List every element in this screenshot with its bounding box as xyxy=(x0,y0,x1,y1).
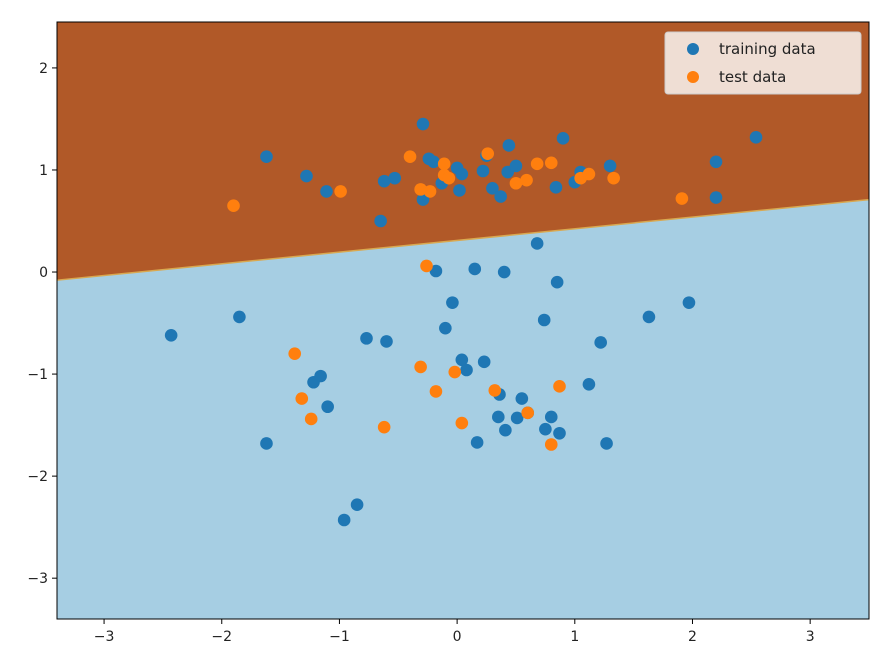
training-point xyxy=(600,437,613,450)
test-point xyxy=(227,199,240,212)
legend-marker-test xyxy=(687,71,699,83)
legend: training data test data xyxy=(665,32,861,94)
test-point xyxy=(448,366,461,379)
test-point xyxy=(607,172,620,185)
test-point xyxy=(404,150,417,163)
test-point xyxy=(531,158,544,171)
training-point xyxy=(510,160,523,173)
training-point xyxy=(300,170,313,183)
training-point xyxy=(494,190,507,203)
test-point xyxy=(488,384,501,397)
training-point xyxy=(594,336,607,349)
training-point xyxy=(643,311,656,324)
test-point xyxy=(520,174,533,187)
training-point xyxy=(503,139,516,152)
x-tick-label: 3 xyxy=(806,629,815,645)
training-point xyxy=(380,335,393,348)
training-point xyxy=(551,276,564,289)
y-tick-label: 1 xyxy=(39,163,48,179)
x-tick-label: −3 xyxy=(94,629,115,645)
training-point xyxy=(557,132,570,145)
test-point xyxy=(424,185,437,198)
test-point xyxy=(443,172,456,185)
legend-marker-training xyxy=(687,43,699,55)
training-point xyxy=(460,364,473,377)
y-tick-label: 0 xyxy=(39,265,48,281)
training-point xyxy=(516,392,529,405)
test-point xyxy=(456,417,469,430)
training-point xyxy=(378,175,391,188)
training-point xyxy=(478,356,491,369)
y-tick-label: −3 xyxy=(27,571,48,587)
training-point xyxy=(531,237,544,250)
y-axis: −3 −2 −1 0 1 2 xyxy=(27,61,57,587)
x-tick-label: 2 xyxy=(688,629,697,645)
training-point xyxy=(233,311,246,324)
training-point xyxy=(374,215,387,228)
test-point xyxy=(288,347,301,360)
training-point xyxy=(456,168,469,181)
test-point xyxy=(583,168,596,181)
plot-area xyxy=(57,22,869,619)
training-point xyxy=(360,332,373,345)
training-point xyxy=(439,322,452,335)
training-point xyxy=(492,411,505,424)
training-point xyxy=(545,411,558,424)
legend-label-training: training data xyxy=(719,40,816,58)
y-tick-label: −1 xyxy=(27,367,48,383)
training-point xyxy=(320,185,333,198)
x-axis: −3 −2 −1 0 1 2 3 xyxy=(94,619,815,645)
training-point xyxy=(446,296,459,309)
training-point xyxy=(260,150,273,163)
training-point xyxy=(550,181,563,194)
training-point xyxy=(453,184,466,197)
training-point xyxy=(477,165,490,178)
training-point xyxy=(604,160,617,173)
training-point xyxy=(338,514,351,527)
training-point xyxy=(314,370,327,383)
test-point xyxy=(521,407,534,420)
training-point xyxy=(388,172,401,185)
test-point xyxy=(378,421,391,434)
training-point xyxy=(260,437,273,450)
training-point xyxy=(538,314,551,327)
test-point xyxy=(481,147,494,160)
test-point xyxy=(545,157,558,170)
test-point xyxy=(545,438,558,451)
training-point xyxy=(553,427,566,440)
y-tick-label: 2 xyxy=(39,61,48,77)
training-point xyxy=(427,156,440,169)
x-tick-label: 1 xyxy=(570,629,579,645)
test-point xyxy=(430,385,443,398)
x-tick-label: −2 xyxy=(211,629,232,645)
test-point xyxy=(414,361,427,374)
test-point xyxy=(420,260,433,273)
training-point xyxy=(539,423,552,436)
test-point xyxy=(553,380,566,393)
legend-label-test: test data xyxy=(719,68,786,86)
training-point xyxy=(583,378,596,391)
training-point xyxy=(471,436,484,449)
training-point xyxy=(750,131,763,144)
training-point xyxy=(683,296,696,309)
training-point xyxy=(468,263,481,276)
test-point xyxy=(334,185,347,198)
training-point xyxy=(165,329,178,342)
training-point xyxy=(417,118,430,131)
training-point xyxy=(498,266,511,279)
test-point xyxy=(510,177,523,190)
test-point xyxy=(676,192,689,205)
test-point xyxy=(295,392,308,405)
training-point xyxy=(351,498,364,511)
test-point xyxy=(438,158,451,171)
test-point xyxy=(305,413,318,426)
y-tick-label: −2 xyxy=(27,469,48,485)
training-point xyxy=(499,424,512,437)
training-point xyxy=(710,156,723,169)
x-tick-label: 0 xyxy=(453,629,462,645)
x-tick-label: −1 xyxy=(329,629,350,645)
training-point xyxy=(321,400,334,413)
training-point xyxy=(710,191,723,204)
